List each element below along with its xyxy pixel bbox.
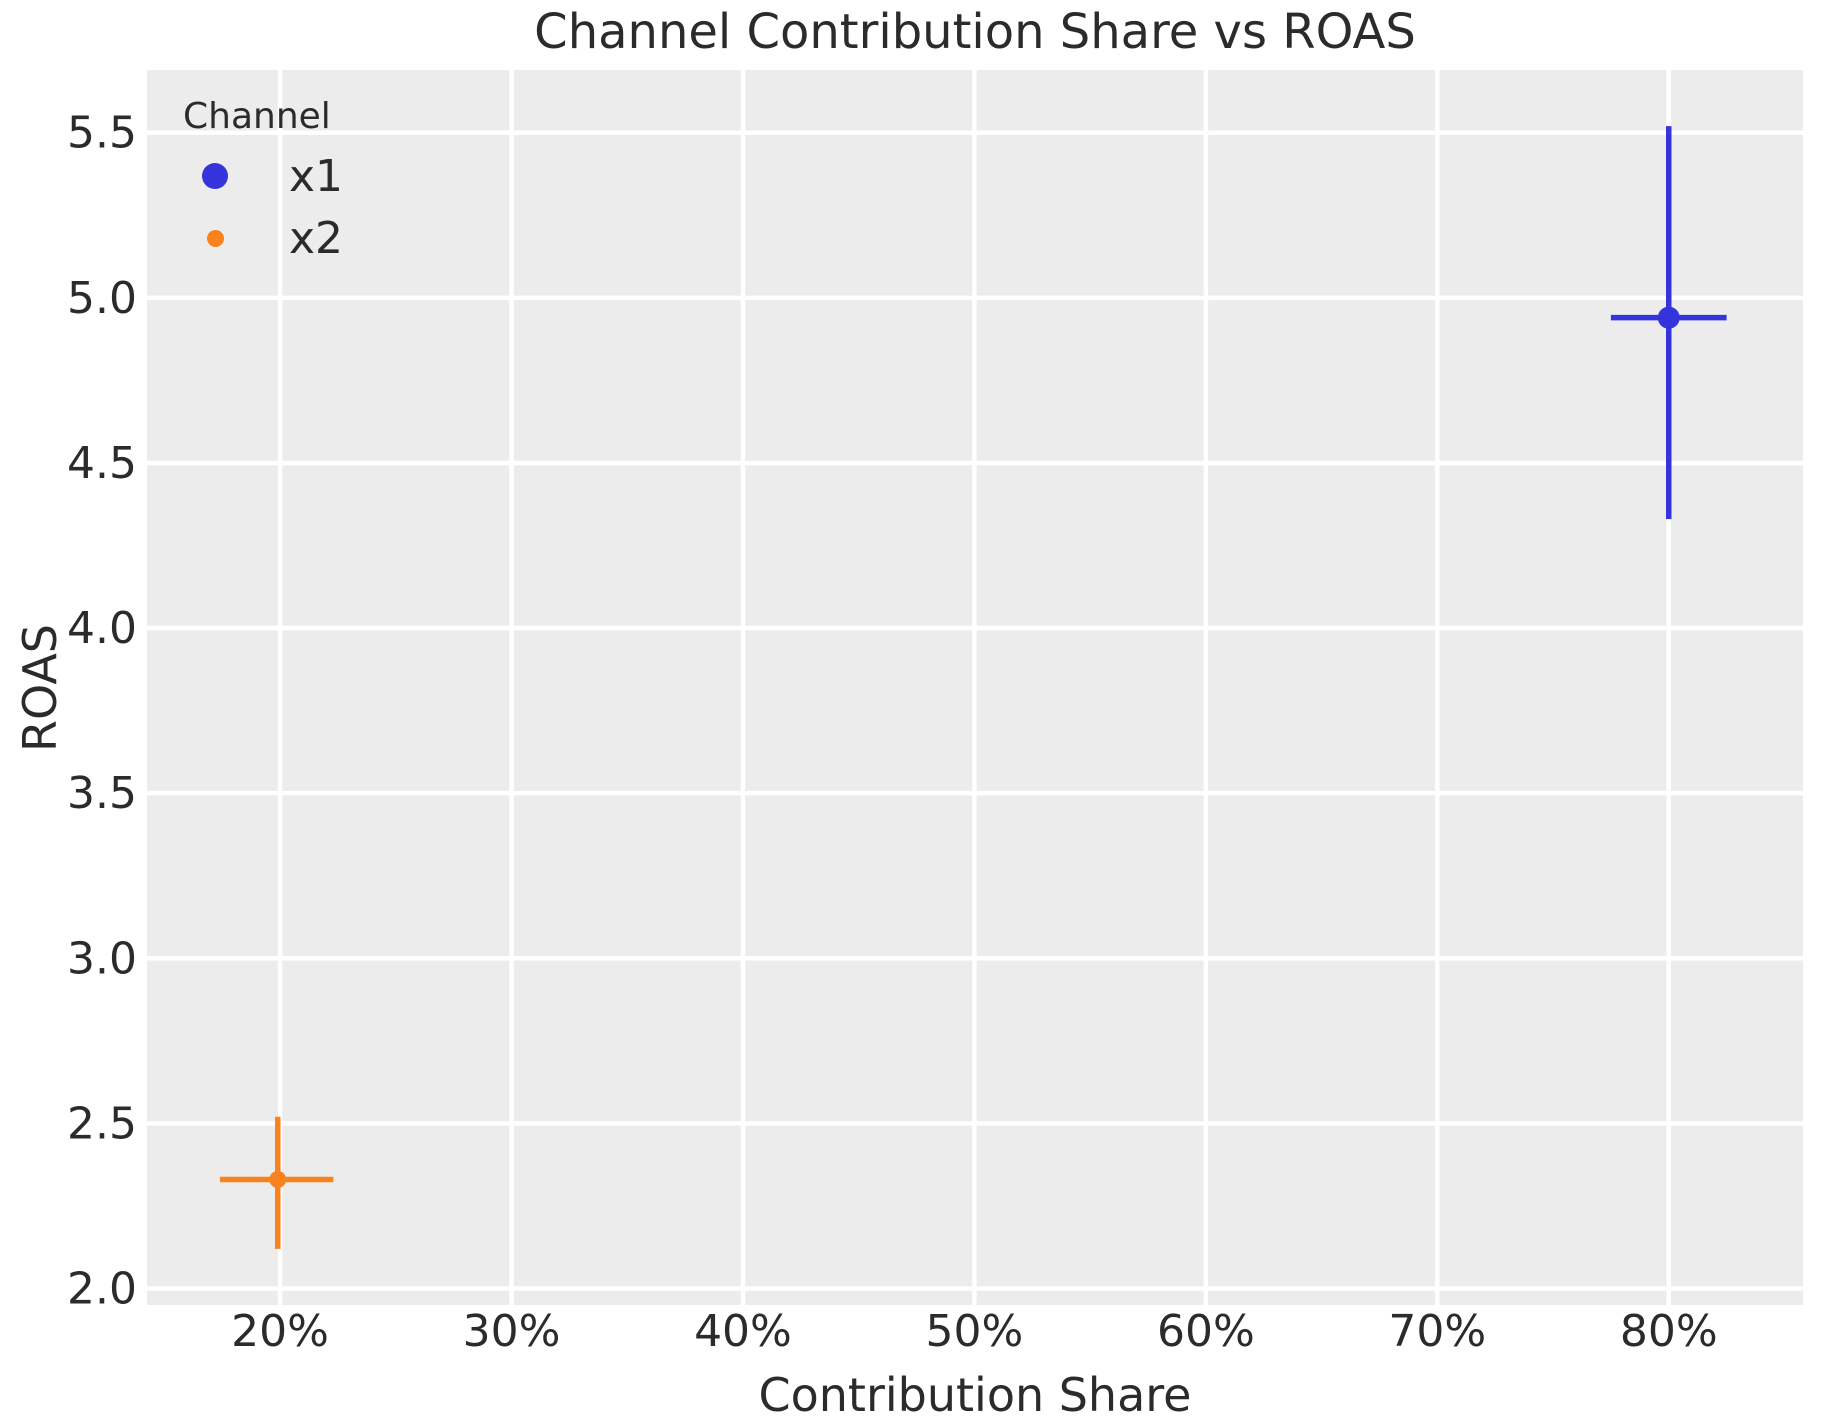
y-tick-label: 4.5 [67, 438, 137, 489]
legend-item-label: x2 [289, 212, 344, 264]
legend: Channel x1 x2 [183, 96, 343, 269]
legend-item-x1: x1 [183, 145, 343, 207]
y-tick-label: 2.5 [67, 1098, 137, 1149]
y-tick-label: 2.0 [67, 1263, 137, 1314]
x-axis-label: Contribution Share [758, 1368, 1192, 1422]
legend-item-label: x1 [289, 150, 344, 202]
legend-items: x1 x2 [183, 145, 343, 269]
y-tick-label: 3.5 [67, 768, 137, 819]
legend-title: Channel [183, 96, 331, 137]
y-axis-label: ROAS [13, 623, 67, 753]
x-tick-label: 30% [463, 1306, 561, 1357]
legend-marker-cell [183, 163, 247, 189]
x-tick-label: 40% [694, 1306, 792, 1357]
x-tick-label: 60% [1157, 1306, 1255, 1357]
x-tick-label: 20% [231, 1306, 329, 1357]
y-tick-label: 5.5 [67, 108, 137, 159]
x-tick-label: 70% [1388, 1306, 1486, 1357]
x-tick-label: 80% [1620, 1306, 1718, 1357]
y-tick-label: 3.0 [67, 933, 137, 984]
legend-marker-cell [183, 229, 247, 247]
y-tick-label: 4.0 [67, 603, 137, 654]
x1-legend-marker-icon [202, 163, 228, 189]
x1-marker [1657, 306, 1680, 329]
chart-title: Channel Contribution Share vs ROAS [534, 4, 1416, 60]
x-tick-label: 50% [926, 1306, 1024, 1357]
x2-legend-marker-icon [206, 229, 224, 247]
x2-marker [269, 1171, 287, 1189]
y-tick-label: 5.0 [67, 273, 137, 324]
legend-item-x2: x2 [183, 207, 343, 269]
